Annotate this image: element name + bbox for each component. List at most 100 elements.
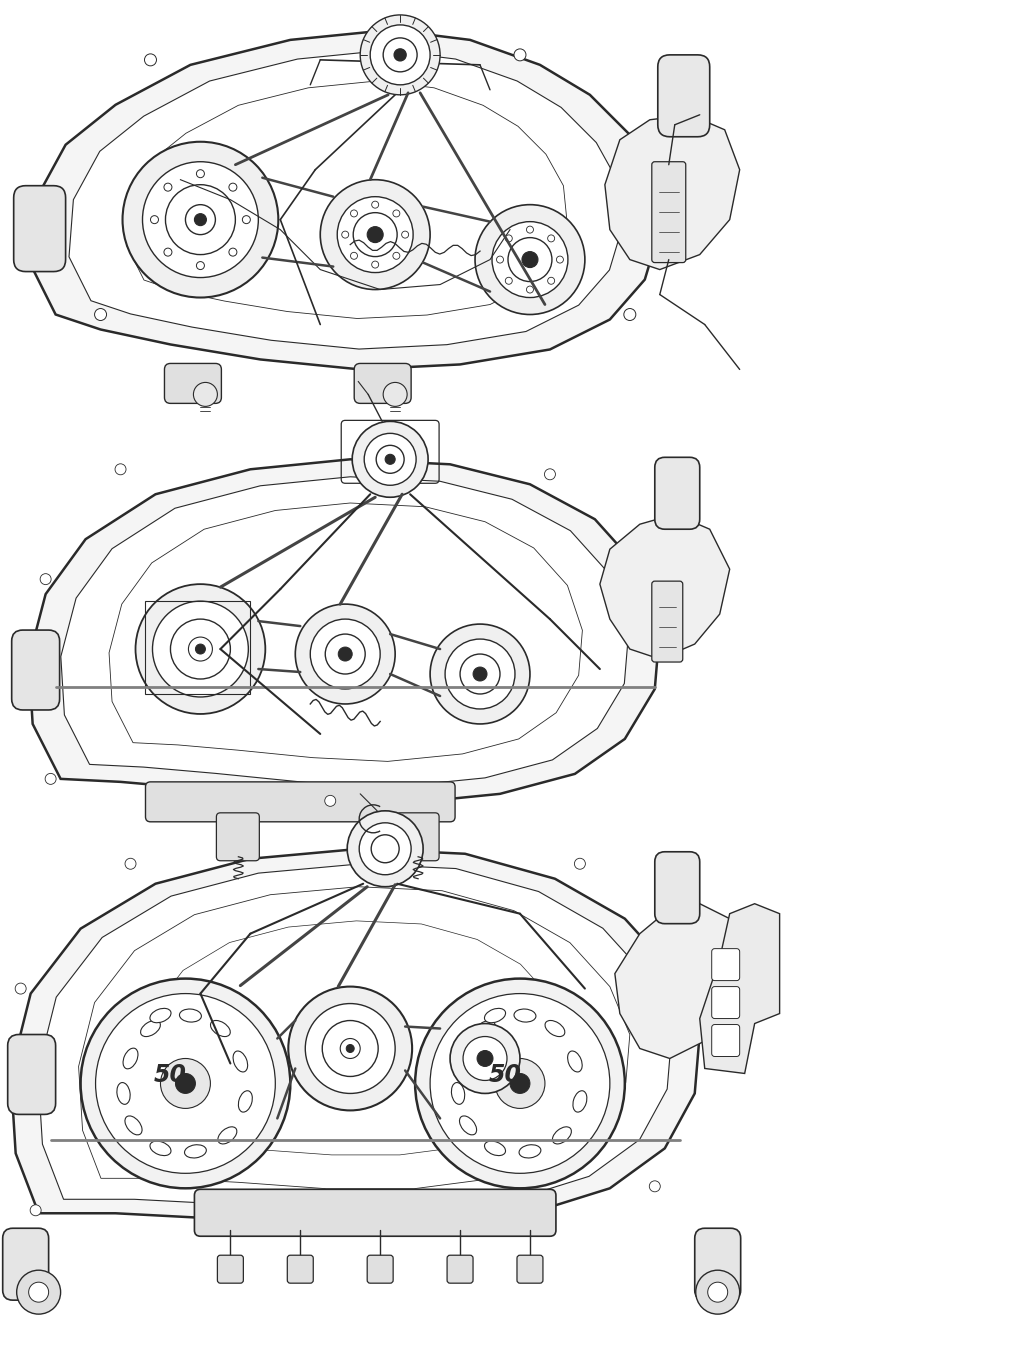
Circle shape bbox=[340, 1039, 360, 1058]
Circle shape bbox=[473, 667, 487, 680]
Ellipse shape bbox=[475, 1020, 495, 1036]
Circle shape bbox=[39, 253, 51, 266]
Ellipse shape bbox=[238, 1091, 252, 1112]
Polygon shape bbox=[30, 30, 660, 370]
Polygon shape bbox=[600, 515, 730, 658]
FancyBboxPatch shape bbox=[3, 1228, 48, 1301]
Ellipse shape bbox=[150, 1009, 171, 1023]
Circle shape bbox=[152, 601, 248, 697]
Circle shape bbox=[548, 235, 555, 242]
Circle shape bbox=[81, 979, 291, 1188]
Circle shape bbox=[370, 25, 430, 85]
Circle shape bbox=[574, 858, 585, 869]
Circle shape bbox=[395, 49, 407, 60]
FancyBboxPatch shape bbox=[8, 1035, 55, 1114]
FancyBboxPatch shape bbox=[655, 852, 699, 924]
Polygon shape bbox=[604, 115, 740, 270]
Polygon shape bbox=[69, 51, 623, 349]
FancyBboxPatch shape bbox=[14, 186, 66, 271]
Circle shape bbox=[144, 53, 156, 66]
Circle shape bbox=[176, 1073, 196, 1094]
FancyBboxPatch shape bbox=[695, 1228, 741, 1301]
Ellipse shape bbox=[185, 1144, 206, 1158]
Ellipse shape bbox=[211, 1020, 230, 1036]
Circle shape bbox=[508, 238, 552, 282]
FancyBboxPatch shape bbox=[711, 949, 740, 980]
FancyBboxPatch shape bbox=[652, 582, 683, 663]
Circle shape bbox=[556, 256, 563, 263]
FancyBboxPatch shape bbox=[711, 1024, 740, 1057]
FancyBboxPatch shape bbox=[217, 1255, 243, 1283]
FancyBboxPatch shape bbox=[652, 162, 686, 263]
Ellipse shape bbox=[458, 1049, 472, 1069]
Circle shape bbox=[383, 382, 408, 407]
Circle shape bbox=[311, 619, 380, 689]
Circle shape bbox=[45, 773, 57, 784]
Circle shape bbox=[28, 1283, 48, 1302]
Ellipse shape bbox=[553, 1127, 571, 1144]
Circle shape bbox=[506, 278, 513, 285]
Ellipse shape bbox=[140, 1020, 160, 1036]
Ellipse shape bbox=[484, 1142, 506, 1155]
Polygon shape bbox=[79, 887, 630, 1188]
Circle shape bbox=[430, 994, 609, 1173]
Circle shape bbox=[186, 204, 215, 234]
Circle shape bbox=[296, 604, 396, 704]
Circle shape bbox=[95, 308, 107, 320]
Polygon shape bbox=[38, 864, 672, 1212]
Circle shape bbox=[650, 1181, 660, 1192]
Circle shape bbox=[350, 209, 357, 216]
Circle shape bbox=[385, 455, 396, 464]
Circle shape bbox=[522, 252, 538, 267]
Ellipse shape bbox=[123, 1049, 138, 1069]
Ellipse shape bbox=[218, 1127, 237, 1144]
Circle shape bbox=[495, 1058, 545, 1109]
Circle shape bbox=[367, 227, 383, 242]
Ellipse shape bbox=[484, 1009, 506, 1023]
FancyBboxPatch shape bbox=[658, 55, 709, 137]
Circle shape bbox=[346, 1045, 354, 1053]
FancyBboxPatch shape bbox=[164, 363, 221, 404]
FancyBboxPatch shape bbox=[354, 363, 411, 404]
Circle shape bbox=[189, 637, 213, 661]
Circle shape bbox=[624, 308, 636, 320]
Circle shape bbox=[445, 639, 515, 709]
Circle shape bbox=[506, 235, 513, 242]
Circle shape bbox=[492, 222, 568, 297]
Circle shape bbox=[353, 212, 398, 256]
Circle shape bbox=[475, 204, 585, 315]
Circle shape bbox=[364, 434, 416, 485]
Ellipse shape bbox=[573, 1091, 587, 1112]
Circle shape bbox=[96, 994, 275, 1173]
Polygon shape bbox=[139, 921, 567, 1155]
Circle shape bbox=[477, 1050, 493, 1066]
Circle shape bbox=[696, 1270, 740, 1314]
Ellipse shape bbox=[451, 1083, 465, 1105]
Ellipse shape bbox=[125, 1116, 142, 1135]
Polygon shape bbox=[126, 81, 567, 319]
Ellipse shape bbox=[150, 1142, 171, 1155]
Circle shape bbox=[40, 574, 51, 585]
Circle shape bbox=[347, 810, 423, 887]
Polygon shape bbox=[11, 849, 699, 1227]
Circle shape bbox=[337, 197, 413, 272]
Circle shape bbox=[306, 1003, 396, 1094]
FancyBboxPatch shape bbox=[655, 457, 699, 530]
FancyBboxPatch shape bbox=[195, 1190, 556, 1236]
FancyBboxPatch shape bbox=[367, 1255, 394, 1283]
Circle shape bbox=[142, 162, 258, 278]
Circle shape bbox=[15, 983, 26, 994]
Circle shape bbox=[393, 209, 400, 216]
Circle shape bbox=[463, 1036, 507, 1080]
Circle shape bbox=[350, 252, 357, 259]
Ellipse shape bbox=[233, 1051, 247, 1072]
FancyBboxPatch shape bbox=[145, 782, 455, 821]
Text: 50: 50 bbox=[154, 1064, 187, 1087]
Polygon shape bbox=[61, 476, 629, 787]
Circle shape bbox=[527, 286, 534, 293]
Polygon shape bbox=[28, 460, 660, 804]
Circle shape bbox=[122, 142, 278, 297]
Circle shape bbox=[342, 231, 349, 238]
Circle shape bbox=[197, 261, 205, 270]
Polygon shape bbox=[699, 904, 780, 1073]
